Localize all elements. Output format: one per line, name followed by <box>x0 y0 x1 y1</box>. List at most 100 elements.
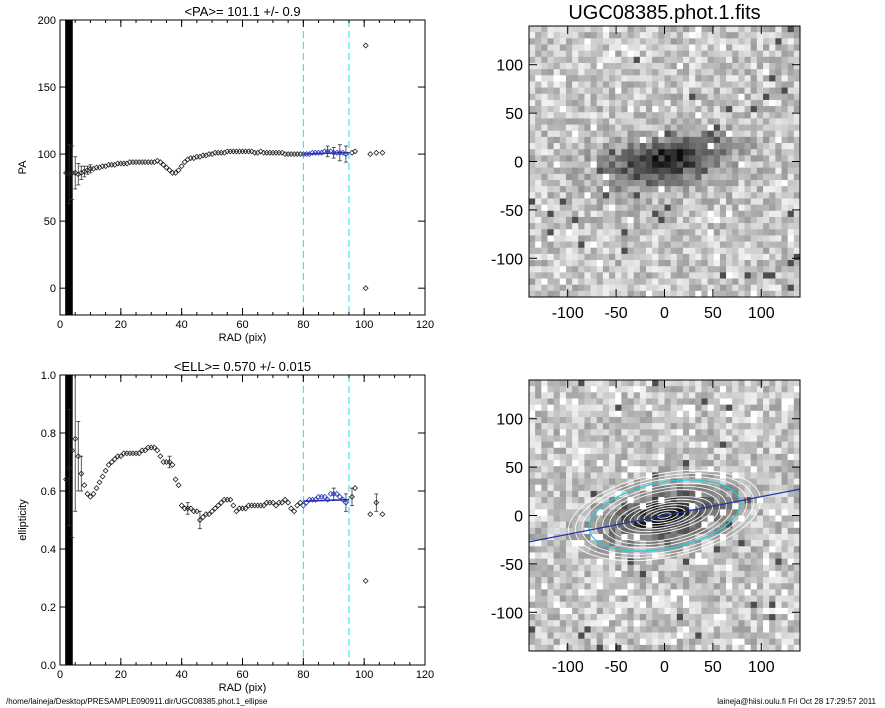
image-pixel <box>578 632 586 640</box>
image-pixel <box>756 570 764 578</box>
image-pixel <box>713 478 721 486</box>
image-pixel <box>584 577 592 584</box>
image-pixel <box>572 44 579 52</box>
image-pixel <box>732 106 740 113</box>
image-pixel <box>565 192 573 200</box>
image-pixel <box>584 173 592 181</box>
image-pixel <box>775 632 783 640</box>
image-pixel <box>769 69 776 76</box>
image-pixel <box>609 167 616 175</box>
image-pixel <box>615 112 622 119</box>
image-pixel <box>547 179 555 187</box>
image-pixel <box>615 69 622 76</box>
image-pixel <box>547 278 555 286</box>
x-tick-label: 40 <box>176 319 188 331</box>
image-pixel <box>578 435 586 443</box>
image-pixel <box>682 614 690 621</box>
image-pixel <box>682 564 690 572</box>
data-point <box>169 461 176 468</box>
image-pixel <box>553 167 561 175</box>
image-pixel <box>633 386 641 393</box>
image-pixel <box>750 266 758 273</box>
image-pixel <box>701 429 709 437</box>
data-point <box>230 502 237 509</box>
image-pixel <box>726 272 733 280</box>
y-tick-label: 0 <box>514 155 523 172</box>
image-pixel <box>750 192 758 200</box>
image-pixel <box>590 503 598 510</box>
image-pixel <box>664 179 672 187</box>
image-pixel <box>541 81 549 89</box>
image-pixel <box>535 186 542 193</box>
image-pixel <box>670 447 678 455</box>
image-pixel <box>602 632 610 640</box>
image-pixel <box>639 32 647 39</box>
image-pixel <box>756 398 764 406</box>
image-pixel <box>633 429 641 437</box>
image-pixel <box>676 589 684 597</box>
image-pixel <box>682 490 690 498</box>
image-pixel <box>547 552 555 560</box>
image-pixel <box>670 595 678 603</box>
image-pixel <box>572 260 579 267</box>
image-pixel <box>559 210 567 218</box>
image-pixel <box>701 558 709 566</box>
image-pixel <box>565 380 573 387</box>
image-pixel <box>695 533 703 541</box>
image-pixel <box>701 595 709 603</box>
x-tick-label: 0 <box>660 659 669 676</box>
image-pixel <box>763 416 770 424</box>
image-pixel <box>590 644 598 651</box>
image-pixel <box>559 460 567 467</box>
image-pixel <box>572 570 579 578</box>
image-pixel <box>713 260 721 267</box>
image-pixel <box>732 155 740 163</box>
image-pixel <box>695 472 703 480</box>
image-pixel <box>565 614 573 621</box>
image-pixel <box>732 112 740 119</box>
image-pixel <box>695 50 703 58</box>
image-pixel <box>756 87 764 95</box>
image-pixel <box>664 204 672 212</box>
image-pixel <box>744 186 752 193</box>
image-pixel <box>590 638 598 646</box>
image-pixel <box>701 38 709 46</box>
image-pixel <box>756 558 764 566</box>
image-pixel <box>781 423 789 430</box>
image-pixel <box>701 441 709 449</box>
image-pixel <box>775 81 783 89</box>
data-point <box>379 149 386 156</box>
image-pixel <box>676 601 684 609</box>
image-pixel <box>763 484 770 492</box>
image-pixel <box>664 484 672 492</box>
image-pixel <box>547 386 555 393</box>
image-pixel <box>689 638 696 646</box>
image-pixel <box>689 509 696 517</box>
image-pixel <box>769 198 776 206</box>
image-pixel <box>689 204 696 212</box>
image-pixel <box>738 632 746 640</box>
image-pixel <box>646 644 653 651</box>
image-pixel <box>738 99 746 107</box>
image-pixel <box>633 423 641 430</box>
image-pixel <box>664 87 672 95</box>
image-pixel <box>535 112 542 119</box>
image-pixel <box>627 38 635 46</box>
image-pixel <box>707 429 715 437</box>
image-pixel <box>793 136 800 144</box>
image-pixel <box>609 260 616 267</box>
image-pixel <box>664 223 672 230</box>
image-pixel <box>769 260 776 267</box>
image-pixel <box>559 429 567 437</box>
image-pixel <box>553 143 561 150</box>
image-pixel <box>670 290 678 297</box>
image-pixel <box>541 87 549 95</box>
image-pixel <box>639 179 647 187</box>
image-pixel <box>682 521 690 529</box>
image-pixel <box>541 484 549 492</box>
image-pixel <box>689 484 696 492</box>
image-pixel <box>529 466 536 473</box>
image-pixel <box>719 478 727 486</box>
image-pixel <box>565 62 573 70</box>
image-pixel <box>744 460 752 467</box>
